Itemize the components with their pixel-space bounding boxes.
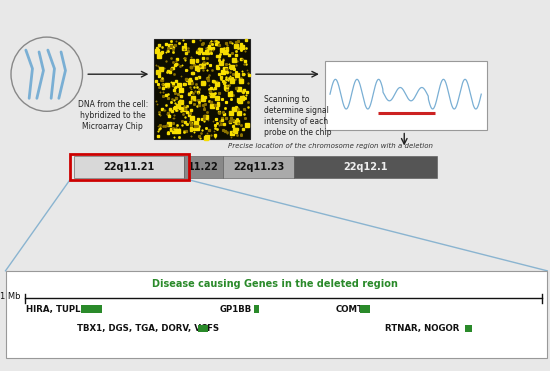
Bar: [465, 325, 472, 332]
Bar: [360, 305, 370, 313]
Text: 11.22: 11.22: [188, 162, 219, 172]
Text: 1 Mb: 1 Mb: [1, 292, 21, 301]
Text: Scanning to: Scanning to: [264, 95, 310, 104]
Text: determine signal: determine signal: [264, 106, 329, 115]
Text: intensity of each: intensity of each: [264, 117, 328, 126]
Text: RTNAR, NOGOR: RTNAR, NOGOR: [385, 324, 459, 333]
Text: Precise location of the chromosome region with a deletion: Precise location of the chromosome regio…: [228, 143, 432, 149]
Bar: [81, 305, 102, 313]
Text: HIRA, TUPLE: HIRA, TUPLE: [26, 305, 87, 313]
Text: DNA from the cell:: DNA from the cell:: [78, 100, 148, 109]
Text: Disease causing Genes in the deleted region: Disease causing Genes in the deleted reg…: [152, 279, 398, 289]
Bar: [6, 271, 547, 358]
Text: probe on the chip: probe on the chip: [264, 128, 332, 137]
Text: 22q12.1: 22q12.1: [344, 162, 388, 172]
Bar: [324, 61, 487, 130]
Bar: [254, 305, 258, 313]
Bar: [70, 154, 189, 180]
Bar: [198, 325, 208, 332]
Bar: [184, 156, 223, 178]
Bar: [294, 156, 437, 178]
Text: TBX1, DGS, TGA, DORV, VCFS: TBX1, DGS, TGA, DORV, VCFS: [77, 324, 219, 333]
Text: COMT: COMT: [336, 305, 364, 313]
Text: 22q11.21: 22q11.21: [103, 162, 155, 172]
Text: GP1BB: GP1BB: [220, 305, 252, 313]
Text: Microarray Chip: Microarray Chip: [82, 122, 143, 131]
Bar: [223, 156, 294, 178]
Text: 22q11.23: 22q11.23: [233, 162, 284, 172]
Bar: [74, 156, 184, 178]
Bar: [154, 39, 250, 139]
Text: hybridized to the: hybridized to the: [80, 111, 146, 120]
